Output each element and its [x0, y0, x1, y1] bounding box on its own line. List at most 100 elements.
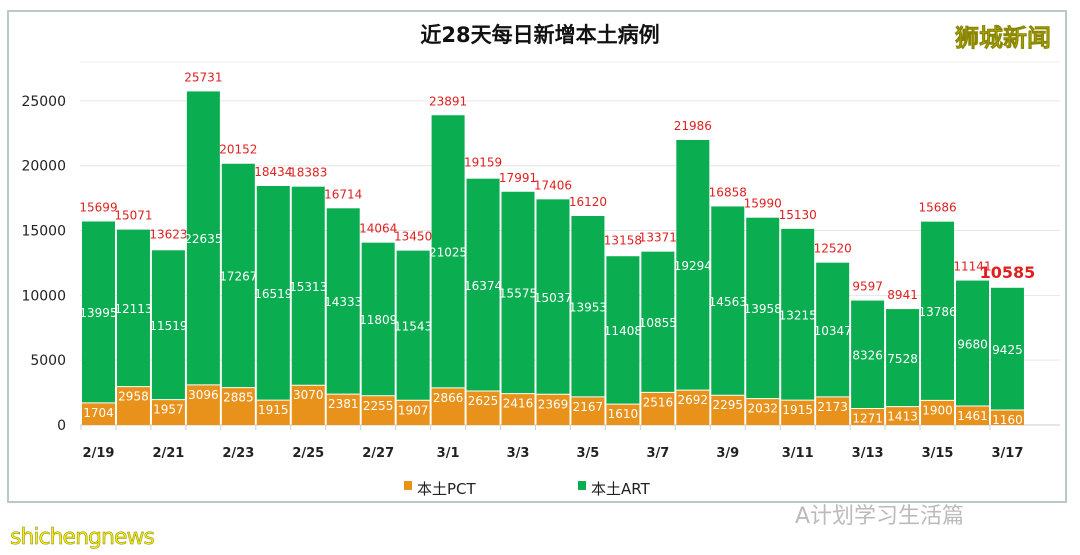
total-value-label: 21986: [674, 119, 712, 133]
art-value-label: 13953: [569, 300, 607, 314]
total-value-label: 11141: [953, 260, 991, 274]
bar-pct: [676, 390, 710, 425]
bar-art: [641, 251, 675, 393]
bar-art: [82, 221, 115, 403]
pct-value-label: 2381: [328, 397, 359, 411]
bar-pct: [781, 400, 815, 425]
bar-pct: [291, 385, 325, 425]
total-value-label: 15990: [744, 197, 782, 211]
bar-art: [711, 206, 745, 396]
bar-art: [851, 300, 885, 409]
bar-pct: [956, 406, 989, 425]
total-value-label: 13450: [394, 230, 432, 244]
bar-pct: [466, 390, 500, 425]
art-value-label: 12113: [114, 302, 152, 316]
x-tick-label: 2/23: [222, 446, 254, 461]
x-tick-label: 2/21: [152, 446, 184, 461]
bar-pct: [990, 409, 1024, 425]
pct-value-label: 2369: [538, 397, 569, 411]
bar-art: [501, 191, 535, 394]
bar-pct: [641, 392, 675, 425]
bar-art: [886, 309, 920, 407]
art-value-label: 13215: [779, 309, 817, 323]
x-tick-label: 2/25: [292, 446, 324, 461]
bar-pct: [221, 387, 255, 425]
y-tick-label: 10000: [21, 288, 66, 304]
bar-art: [431, 115, 465, 388]
bar-art: [536, 199, 570, 395]
total-value-label: 9597: [852, 280, 883, 294]
bar-pct: [921, 400, 955, 425]
pct-value-label: 2255: [363, 399, 394, 413]
art-value-label: 10347: [814, 324, 852, 338]
total-value-label: 19159: [464, 156, 502, 170]
pct-value-label: 1915: [258, 403, 289, 417]
total-value-label: 14064: [359, 222, 397, 236]
x-tick-label: 3/9: [716, 446, 739, 461]
total-value-label: 8941: [887, 288, 918, 302]
bar-art: [221, 163, 255, 388]
art-value-label: 11408: [604, 324, 642, 338]
art-value-label: 13995: [79, 306, 117, 320]
art-value-label: 10855: [639, 316, 677, 330]
total-value-label: 16858: [709, 185, 747, 199]
chart-frame: [7, 10, 1067, 503]
art-value-label: 15313: [289, 280, 327, 294]
bar-art: [606, 256, 640, 405]
bar-pct: [361, 395, 395, 425]
y-tick-label: 20000: [21, 159, 66, 175]
x-tick-label: 3/11: [782, 446, 814, 461]
bar-art: [781, 228, 815, 401]
pct-value-label: 2173: [817, 400, 848, 414]
y-tick-label: 15000: [21, 224, 66, 240]
art-value-label: 14563: [709, 295, 747, 309]
bar-pct: [326, 394, 360, 425]
y-tick-label: 5000: [30, 353, 66, 369]
total-value-label: 15686: [918, 201, 956, 215]
art-value-label: 11519: [149, 319, 187, 333]
pct-value-label: 2885: [223, 391, 254, 405]
pct-value-label: 1610: [608, 407, 639, 421]
pct-value-label: 1704: [83, 406, 114, 420]
pct-value-label: 2167: [573, 400, 604, 414]
total-value-label: 16120: [569, 195, 607, 209]
pct-value-label: 2625: [468, 394, 499, 408]
x-tick-label: 3/1: [437, 446, 460, 461]
total-value-label: 13371: [639, 231, 677, 245]
bar-art: [466, 178, 500, 391]
pct-value-label: 1957: [153, 403, 184, 417]
bar-art: [151, 250, 185, 400]
watermark-bottom-right: A计划学习生活篇: [795, 504, 965, 529]
x-tick-label: 3/15: [922, 446, 954, 461]
total-value-label: 15071: [114, 209, 152, 223]
bar-art: [921, 221, 955, 401]
art-value-label: 8326: [852, 349, 883, 363]
bar-art: [361, 242, 395, 396]
bar-art: [396, 250, 430, 401]
bar-art: [816, 262, 850, 397]
art-value-label: 17267: [219, 270, 257, 284]
legend-label: 本土ART: [591, 480, 651, 498]
total-value-label: 10585: [980, 263, 1036, 282]
pct-value-label: 2866: [433, 391, 464, 405]
x-tick-label: 2/27: [362, 446, 394, 461]
art-value-label: 7528: [887, 352, 918, 366]
chart-title: 近28天每日新增本土病例: [420, 23, 659, 47]
total-value-label: 18383: [289, 166, 327, 180]
bar-pct: [851, 408, 885, 425]
total-value-label: 13158: [604, 233, 642, 247]
art-value-label: 21025: [429, 246, 467, 260]
total-value-label: 20152: [219, 143, 257, 157]
bar-art: [746, 217, 780, 399]
bar-pct: [186, 384, 220, 425]
bar-art: [256, 186, 290, 401]
bar-pct: [151, 399, 185, 425]
x-tick-label: 3/3: [507, 446, 530, 461]
bar-pct: [82, 402, 115, 425]
bar-art: [676, 139, 710, 391]
total-value-label: 17406: [534, 178, 572, 192]
total-value-label: 18434: [254, 165, 292, 179]
bar-pct: [816, 396, 850, 425]
pct-value-label: 2295: [713, 398, 744, 412]
watermark-top-right: 狮城新闻: [955, 24, 1052, 53]
